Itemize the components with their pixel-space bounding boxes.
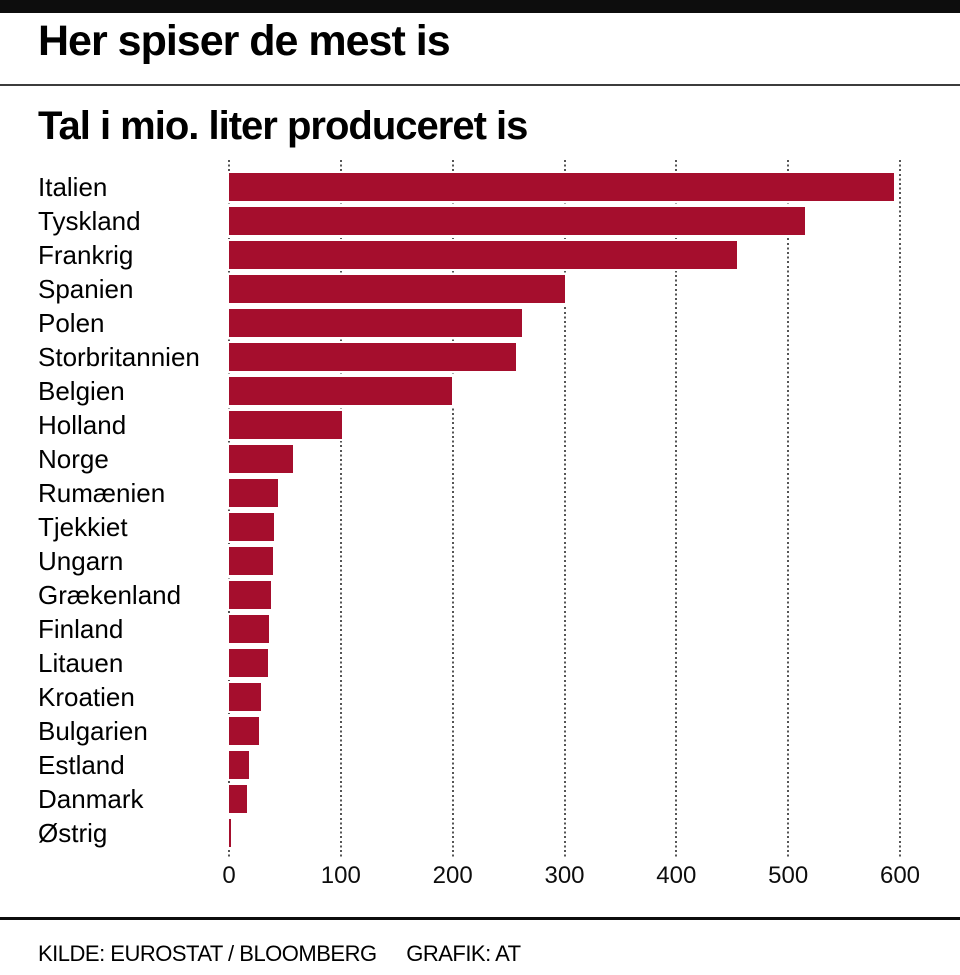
chart-subtitle: Tal i mio. liter produceret is bbox=[38, 104, 528, 148]
bar-danmark bbox=[227, 783, 249, 815]
category-label: Frankrig bbox=[38, 240, 134, 270]
category-label: Norge bbox=[38, 444, 109, 474]
footer-divider bbox=[0, 917, 960, 920]
category-label: Finland bbox=[38, 614, 124, 644]
x-tick-label: 500 bbox=[768, 862, 809, 889]
gridline-0 bbox=[228, 160, 230, 858]
bar-frankrig bbox=[227, 239, 739, 271]
bar-rum-nien bbox=[226, 477, 281, 509]
bar-litauen bbox=[226, 647, 271, 679]
gridline-300 bbox=[563, 160, 566, 858]
category-label: Tyskland bbox=[38, 206, 141, 236]
graphic-credit: GRAFIK: AT bbox=[406, 941, 521, 966]
x-tick-label: 300 bbox=[544, 862, 585, 889]
category-label: Estland bbox=[38, 750, 125, 780]
bar-estland bbox=[226, 749, 252, 781]
category-label: Tjekkiet bbox=[38, 512, 128, 542]
category-label: Holland bbox=[38, 410, 127, 440]
category-label: Spanien bbox=[38, 274, 134, 304]
category-label: Polen bbox=[38, 308, 105, 338]
category-label: Østrig bbox=[38, 818, 108, 848]
category-label: Litauen bbox=[38, 648, 124, 678]
gridline-200 bbox=[451, 160, 454, 858]
bar-spanien bbox=[227, 273, 567, 305]
bar-norge bbox=[227, 443, 295, 475]
bar-tyskland bbox=[227, 205, 807, 237]
bar-chart: 0 100 200 300 400 500 600 Italien Tyskland Frankr… bbox=[38, 160, 921, 889]
header-divider bbox=[0, 84, 960, 86]
gridline-100 bbox=[339, 160, 342, 858]
source-credit: KILDE: EUROSTAT / BLOOMBERG bbox=[38, 941, 377, 966]
category-label: Danmark bbox=[38, 784, 144, 814]
bar-polen bbox=[227, 307, 524, 339]
bar-italien bbox=[226, 171, 897, 203]
gridline-600 bbox=[899, 160, 901, 858]
category-label: Grækenland bbox=[38, 580, 182, 610]
bar--strig bbox=[226, 817, 234, 849]
gridline-400 bbox=[675, 160, 678, 858]
x-tick-label: 100 bbox=[320, 862, 361, 889]
x-tick-label: 400 bbox=[656, 862, 697, 889]
category-label: Italien bbox=[38, 172, 108, 202]
bar-gr-kenland bbox=[226, 579, 274, 611]
bar-bulgarien bbox=[226, 715, 262, 747]
category-label: Ungarn bbox=[38, 546, 124, 576]
category-label: Rumænien bbox=[38, 478, 166, 508]
x-tick-label: 200 bbox=[432, 862, 473, 889]
page-title: Her spiser de mest is bbox=[38, 17, 451, 65]
footer: KILDE: EUROSTAT / BLOOMBERG GRAFIK: AT bbox=[38, 941, 521, 967]
bar-tjekkiet bbox=[227, 511, 276, 543]
bar-kroatien bbox=[226, 681, 264, 713]
top-accent-bar bbox=[0, 0, 960, 13]
bar-holland bbox=[227, 409, 344, 441]
x-tick-label: 600 bbox=[879, 862, 921, 889]
bar-storbritannien bbox=[226, 341, 519, 373]
category-label: Bulgarien bbox=[38, 716, 148, 746]
bar-belgien bbox=[227, 375, 454, 407]
category-label: Storbritannien bbox=[38, 342, 200, 372]
category-label: Belgien bbox=[38, 376, 125, 406]
bar-finland bbox=[226, 613, 272, 645]
bar-ungarn bbox=[227, 545, 275, 577]
gridline-500 bbox=[787, 160, 790, 858]
category-label: Kroatien bbox=[38, 682, 135, 712]
x-tick-label: 0 bbox=[222, 862, 236, 889]
